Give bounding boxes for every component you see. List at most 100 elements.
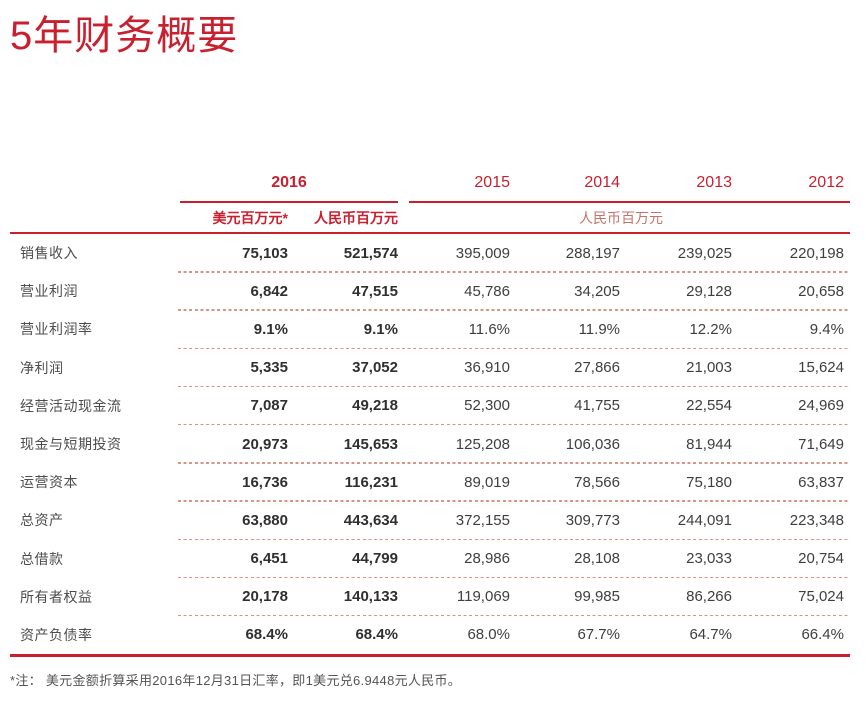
value-2015: 125,208 <box>455 435 510 453</box>
table-row-total-assets: 总资产 63,880 443,634 372,155 309,773 244,0… <box>10 501 850 541</box>
value-2012: 220,198 <box>789 244 844 262</box>
value-2016-rmb: 521,574 <box>343 244 398 262</box>
table-row-owners-equity: 所有者权益 20,178 140,133 119,069 99,985 86,2… <box>10 578 850 617</box>
table-row-operating-profit: 营业利润 6,842 47,515 45,786 34,205 29,128 2… <box>10 272 850 312</box>
column-group-header-2016: 2016 <box>271 174 307 191</box>
value-2013: 29,128 <box>686 282 732 300</box>
value-2014: 11.9% <box>578 320 620 338</box>
value-2015: 28,986 <box>464 550 510 568</box>
value-2014: 106,036 <box>565 435 620 453</box>
value-2014: 99,985 <box>574 588 620 606</box>
value-2015: 119,069 <box>456 588 510 606</box>
table-row-net-profit: 净利润 5,335 37,052 36,910 27,866 21,003 15… <box>10 349 850 388</box>
value-2012: 75,024 <box>798 588 844 606</box>
value-2012: 20,658 <box>798 282 844 300</box>
value-2016-usd: 75,103 <box>242 244 288 262</box>
row-label: 资产负债率 <box>20 626 93 643</box>
table-bottom-border <box>10 654 850 658</box>
group-2016-underline <box>180 201 398 203</box>
value-2016-usd: 16,736 <box>242 473 288 491</box>
value-2014: 27,866 <box>574 359 620 377</box>
value-2012: 66.4% <box>801 626 844 644</box>
value-2016-rmb: 37,052 <box>352 359 398 377</box>
value-2014: 34,205 <box>574 282 620 300</box>
value-2014: 288,197 <box>565 244 620 262</box>
table-subheader: 美元百万元* 人民币百万元 人民币百万元 <box>10 203 844 232</box>
value-2015: 45,786 <box>464 282 510 300</box>
row-label: 总借款 <box>20 550 64 567</box>
group-rmb-underline <box>409 201 850 203</box>
header-underlines <box>10 201 850 203</box>
value-2016-rmb: 443,634 <box>343 511 398 529</box>
value-2016-rmb: 44,799 <box>352 550 398 568</box>
row-label: 所有者权益 <box>20 588 93 605</box>
page-title: 5年财务概要 <box>10 14 239 58</box>
table-row-operating-margin: 营业利润率 9.1% 9.1% 11.6% 11.9% 12.2% 9.4% <box>10 310 850 350</box>
value-2016-rmb: 116,231 <box>344 473 398 491</box>
value-2014: 67.7% <box>577 626 620 644</box>
report-page: 5年财务概要 2016 2015 2014 2013 2012 美元百万元* 人… <box>0 14 866 710</box>
table-row-sales-revenue: 销售收入 75,103 521,574 395,009 288,197 239,… <box>10 234 850 273</box>
value-2012: 63,837 <box>798 473 844 491</box>
value-2016-usd: 5,335 <box>250 359 288 377</box>
value-2015: 68.0% <box>467 626 510 644</box>
table-row-working-capital: 运营资本 16,736 116,231 89,019 78,566 75,180… <box>10 463 850 503</box>
value-2016-rmb: 47,515 <box>352 282 398 300</box>
value-2016-usd: 20,973 <box>242 435 288 453</box>
value-2015: 89,019 <box>464 473 510 491</box>
exchange-rate-footnote: *注： 美元金额折算采用2016年12月31日汇率，即1美元兑6.9448元人民… <box>10 673 462 689</box>
value-2015: 395,009 <box>455 244 510 262</box>
table-top-border <box>10 232 850 234</box>
value-2015: 36,910 <box>464 359 510 377</box>
value-2013: 12.2% <box>689 320 732 338</box>
row-label: 营业利润率 <box>20 321 93 338</box>
table-row-total-borrowings: 总借款 6,451 44,799 28,986 28,108 23,033 20… <box>10 540 850 579</box>
value-2016-rmb: 140,133 <box>343 588 398 606</box>
value-2016-usd: 20,178 <box>242 588 288 606</box>
column-header-2014: 2014 <box>584 174 620 191</box>
subheader-usd-millions: 美元百万元* <box>212 209 288 226</box>
value-2014: 309,773 <box>565 511 620 529</box>
row-label: 经营活动现金流 <box>20 397 122 414</box>
row-label: 运营资本 <box>20 474 78 491</box>
column-header-2013: 2013 <box>696 174 732 191</box>
value-2016-usd: 7,087 <box>250 397 288 415</box>
value-2013: 86,266 <box>686 588 732 606</box>
row-label: 营业利润 <box>20 283 78 300</box>
value-2012: 24,969 <box>798 397 844 415</box>
subheader-rmb-millions-group: 人民币百万元 <box>579 209 663 226</box>
value-2016-usd: 6,842 <box>250 282 288 300</box>
row-label: 总资产 <box>20 512 64 529</box>
value-2016-usd: 63,880 <box>242 511 288 529</box>
column-header-2015: 2015 <box>474 174 510 191</box>
value-2012: 223,348 <box>789 511 844 529</box>
value-2014: 28,108 <box>574 550 620 568</box>
value-2014: 41,755 <box>574 397 620 415</box>
value-2012: 71,649 <box>798 435 844 453</box>
value-2016-rmb: 145,653 <box>343 435 398 453</box>
value-2015: 52,300 <box>464 397 510 415</box>
value-2013: 22,554 <box>686 397 732 415</box>
row-label: 净利润 <box>20 359 64 376</box>
value-2016-usd: 68.4% <box>245 626 288 644</box>
value-2015: 372,155 <box>455 511 510 529</box>
table-row-liability-ratio: 资产负债率 68.4% 68.4% 68.0% 67.7% 64.7% 66.4… <box>10 616 844 654</box>
value-2014: 78,566 <box>574 473 620 491</box>
subheader-rmb-millions: 人民币百万元 <box>314 209 398 226</box>
table-header-years: 2016 2015 2014 2013 2012 <box>10 158 844 201</box>
column-header-2012: 2012 <box>808 174 844 191</box>
value-2016-rmb: 9.1% <box>363 320 398 338</box>
value-2012: 20,754 <box>798 550 844 568</box>
value-2013: 21,003 <box>686 359 732 377</box>
table-body: 销售收入 75,103 521,574 395,009 288,197 239,… <box>10 234 850 654</box>
value-2013: 64.7% <box>689 626 732 644</box>
value-2013: 239,025 <box>677 244 732 262</box>
value-2016-usd: 6,451 <box>250 550 288 568</box>
value-2016-usd: 9.1% <box>253 320 288 338</box>
value-2016-rmb: 68.4% <box>355 626 398 644</box>
value-2013: 244,091 <box>677 511 732 529</box>
value-2012: 9.4% <box>809 320 844 338</box>
row-label: 现金与短期投资 <box>20 436 122 453</box>
value-2013: 81,944 <box>686 435 732 453</box>
table-row-cash-short-term-investments: 现金与短期投资 20,973 145,653 125,208 106,036 8… <box>10 425 850 464</box>
